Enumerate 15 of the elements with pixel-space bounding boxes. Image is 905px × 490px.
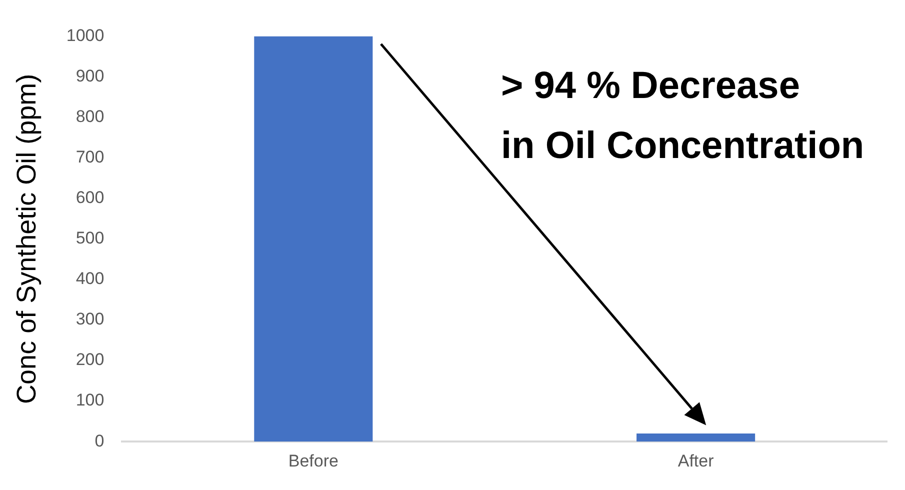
- y-tick-label: 800: [76, 106, 104, 126]
- x-tick-label: After: [678, 451, 714, 470]
- y-tick-label: 1000: [66, 26, 104, 45]
- y-tick-label: 900: [76, 66, 104, 86]
- y-tick-label: 700: [76, 148, 104, 167]
- y-tick-label: 100: [76, 390, 104, 410]
- y-tick-label: 200: [76, 350, 104, 370]
- y-tick-label: 400: [76, 269, 104, 288]
- y-axis-title: Conc of Synthetic Oil (ppm): [12, 74, 42, 404]
- y-tick-label: 0: [94, 431, 104, 450]
- annotation: > 94 % Decrease in Oil Concentration: [501, 65, 864, 167]
- x-tick-label: Before: [288, 451, 338, 470]
- y-tick-label: 600: [76, 188, 104, 208]
- y-tick-label: 500: [76, 228, 104, 248]
- y-tick-label: 300: [76, 310, 104, 329]
